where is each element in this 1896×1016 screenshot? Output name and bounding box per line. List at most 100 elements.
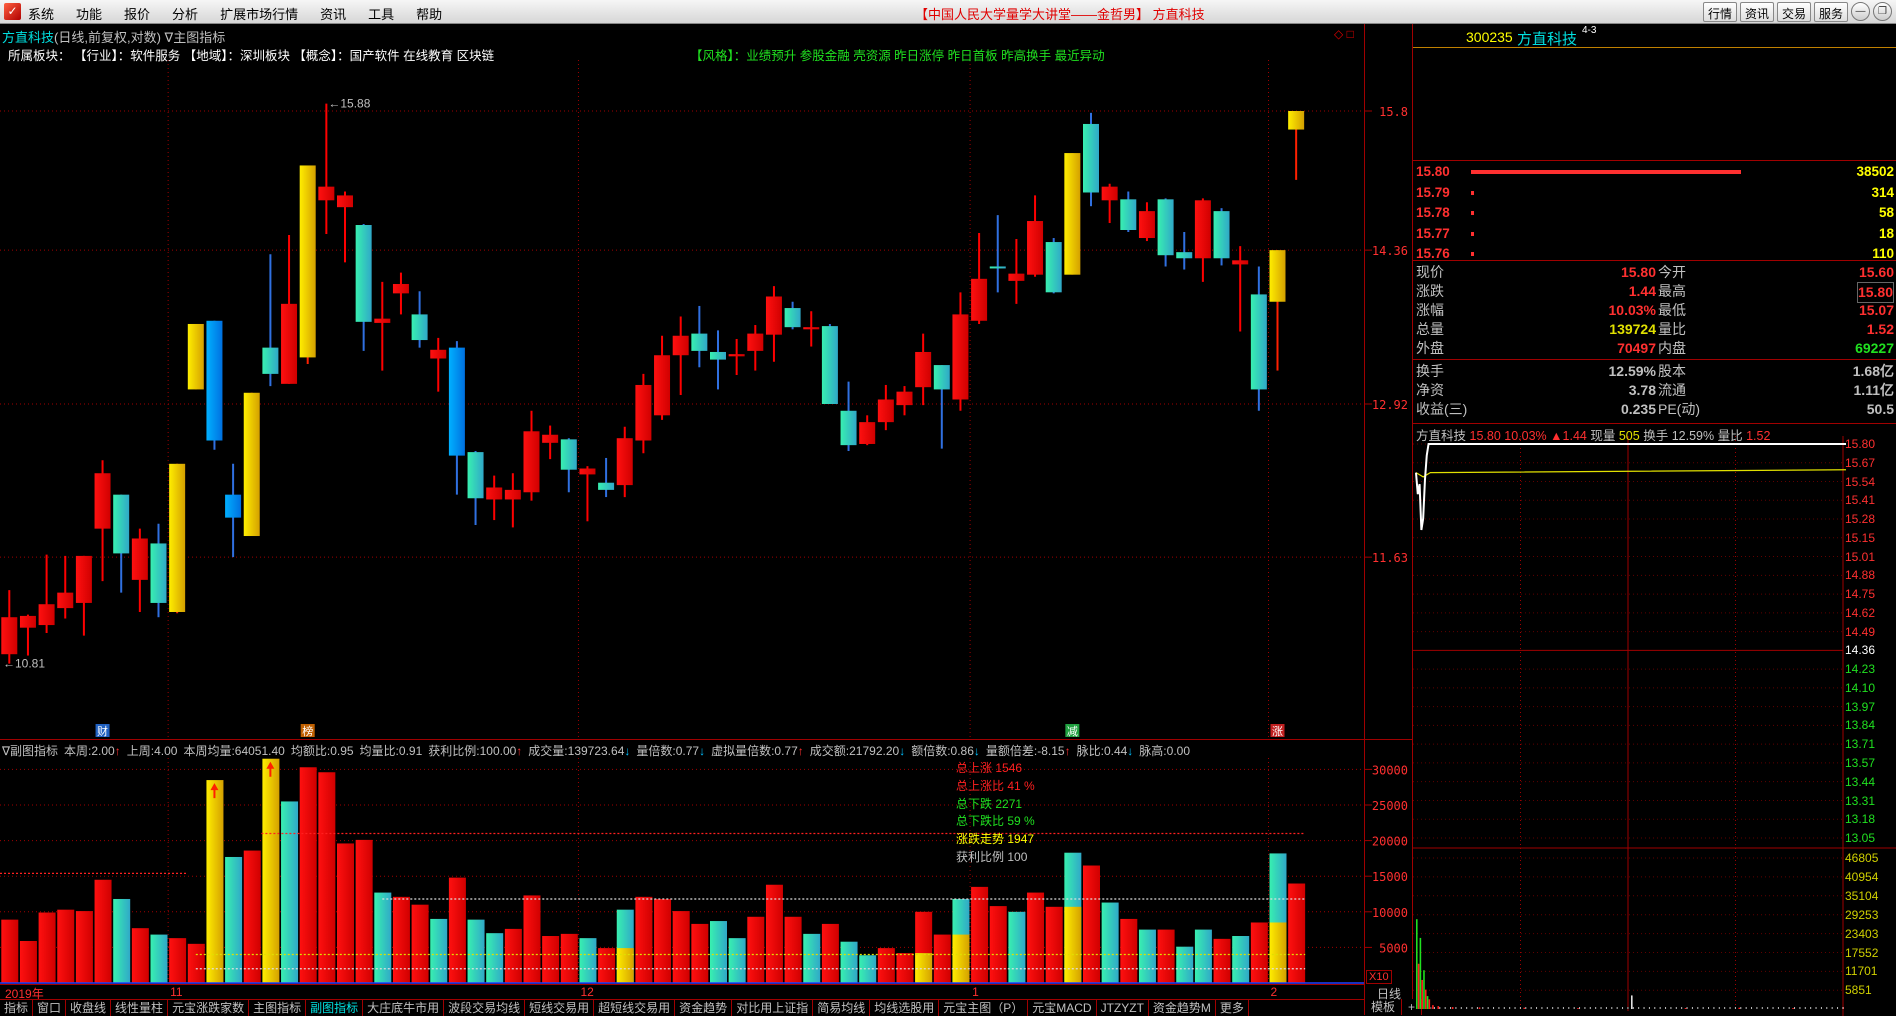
candle-body (654, 355, 671, 416)
candle (206, 320, 223, 450)
volume-bar (1, 919, 19, 983)
indicator-value: 0.77 (675, 744, 700, 758)
volume-bar (430, 918, 448, 983)
candle (1213, 208, 1230, 266)
minimize-icon[interactable]: — (1851, 2, 1870, 21)
legend-item: 总下跌 2271 (956, 796, 1035, 814)
menu-tools[interactable]: 工具 (368, 7, 395, 22)
indicator-label: 成交量: (528, 744, 568, 758)
menu-quote[interactable]: 报价 (124, 7, 151, 22)
tab-10[interactable]: 超短线交易用 (594, 1000, 676, 1016)
kline-chart-panel[interactable] (0, 24, 1413, 999)
window-buttons: 行情 资讯 交易 服务 — ❐ (1702, 2, 1892, 22)
tab-8[interactable]: 波段交易均线 (444, 1000, 526, 1016)
intraday-volume-bar (1482, 1007, 1484, 1009)
main-indicator-selector[interactable]: ∇主图指标 (164, 30, 226, 45)
candle (355, 224, 372, 351)
low-price-arrow: ← (3, 657, 15, 671)
tab-16[interactable]: 元宝MACD (1028, 1000, 1097, 1016)
service-button[interactable]: 服务 (1813, 2, 1848, 22)
volume-bar (57, 909, 75, 983)
intraday-volume-bar (1584, 1007, 1586, 1009)
event-mark (95, 724, 110, 737)
candle (169, 463, 186, 614)
candle (560, 438, 577, 493)
tab-5[interactable]: 主图指标 (249, 1000, 307, 1016)
intraday-price-label: 13.31 (1845, 793, 1876, 808)
period-label[interactable]: 日线 (1376, 987, 1401, 1001)
title-bar (0, 0, 1896, 24)
tab-14[interactable]: 均线选股用 (870, 1000, 940, 1016)
tab-19[interactable]: 更多 (1216, 1000, 1249, 1016)
quote-label: 涨幅 (1416, 302, 1444, 318)
indicator-value-item: 获利比例:100.00↑ (428, 742, 522, 759)
tab-18[interactable]: 资金趋势M (1149, 1000, 1216, 1016)
menu-system[interactable]: 系统 (28, 7, 55, 22)
volume-bar (784, 916, 802, 983)
volume-chart[interactable]: 30000 25000 20000 15000 10000 5000 (0, 758, 1412, 986)
tab-15[interactable]: 元宝主图（P） (939, 1000, 1029, 1016)
intraday-volume-bar (1451, 1007, 1454, 1009)
intraday-average-line (1415, 469, 1847, 478)
restore-icon[interactable]: ❐ (1873, 2, 1892, 21)
candle (1064, 153, 1081, 275)
intraday-chart[interactable] (1413, 436, 1896, 1016)
tab-13[interactable]: 简易均线 (813, 1000, 871, 1016)
indicator-value-item: 量倍数:0.77↓ (636, 742, 705, 759)
tab-11[interactable]: 资金趋势 (675, 1000, 733, 1016)
candle (915, 333, 932, 406)
volume-bar (635, 896, 653, 983)
trade-button[interactable]: 交易 (1776, 2, 1811, 22)
tab-9[interactable]: 短线交易用 (525, 1000, 595, 1016)
volume-bar (243, 850, 261, 983)
candlestick-chart[interactable]: 15.814.3612.9211.63← 15.88← 10.81财榜减涨 (0, 60, 1412, 740)
menu-extended-market[interactable]: 扩展市场行情 (220, 7, 299, 22)
tab-1[interactable]: 窗口 (33, 1000, 67, 1016)
tab-3[interactable]: 线性量柱 (111, 1000, 169, 1016)
news-button[interactable]: 资讯 (1739, 2, 1774, 22)
candle (971, 233, 988, 324)
price-axis-label: 14.36 (1372, 244, 1408, 258)
intraday-price-label: 14.23 (1845, 662, 1876, 677)
candle (299, 165, 316, 364)
bid-volume: 58 (1878, 205, 1894, 221)
candle-body (131, 538, 148, 580)
candle-body (1138, 211, 1155, 239)
tab-4[interactable]: 元宝涨跌家数 (168, 1000, 250, 1016)
sub-indicator-title[interactable]: ∇副图指标 (2, 744, 59, 758)
candle (654, 335, 671, 420)
indicator-value: 100.00 (479, 744, 517, 758)
intraday-volume-bar (1487, 1007, 1489, 1009)
intraday-volume-bar (1772, 1007, 1774, 1009)
menu-function[interactable]: 功能 (76, 7, 103, 22)
arrow-up-icon: ↑ (516, 744, 523, 758)
template-button[interactable]: 模板 (1364, 999, 1401, 1015)
volume-bar-highlight (952, 934, 970, 983)
tab-6[interactable]: 副图指标 (306, 1000, 364, 1016)
tab-12[interactable]: 对比用上证指 (732, 1000, 814, 1016)
volume-bar (1471, 211, 1474, 216)
menu-news[interactable]: 资讯 (320, 7, 347, 22)
candle-body (1176, 252, 1193, 259)
menu-help[interactable]: 帮助 (416, 7, 443, 22)
intraday-volume-bar (1777, 1007, 1779, 1009)
intraday-volume-bar (1783, 1007, 1785, 1009)
tab-0[interactable]: 指标 (0, 1000, 34, 1016)
indicator-tabs: 指标 窗口 收盘线 线性量柱 元宝涨跌家数 主图指标 副图指标 大庄底牛市用 波段交易均线 短线交… (0, 999, 1364, 1016)
indicator-value-item: 均量比:0.91 (360, 742, 423, 759)
bid-volume: 18 (1878, 225, 1894, 241)
menu-analysis[interactable]: 分析 (172, 7, 199, 22)
intraday-volume-bar (1697, 1007, 1699, 1009)
candle-body (1269, 250, 1286, 302)
tab-2[interactable]: 收盘线 (66, 1000, 112, 1016)
intraday-price-label: 13.44 (1845, 774, 1876, 789)
add-tab-button[interactable]: + (1401, 999, 1421, 1015)
market-button[interactable]: 行情 (1702, 2, 1737, 22)
chart-corner-icons[interactable]: ◇ □ (1334, 27, 1354, 41)
app-logo-icon[interactable]: ✓ (4, 3, 21, 20)
candle-body (337, 195, 353, 208)
tab-17[interactable]: JTZYZT (1097, 1000, 1149, 1016)
candle-body (467, 452, 484, 499)
candle-body (803, 327, 820, 330)
tab-7[interactable]: 大庄底牛市用 (363, 1000, 445, 1016)
